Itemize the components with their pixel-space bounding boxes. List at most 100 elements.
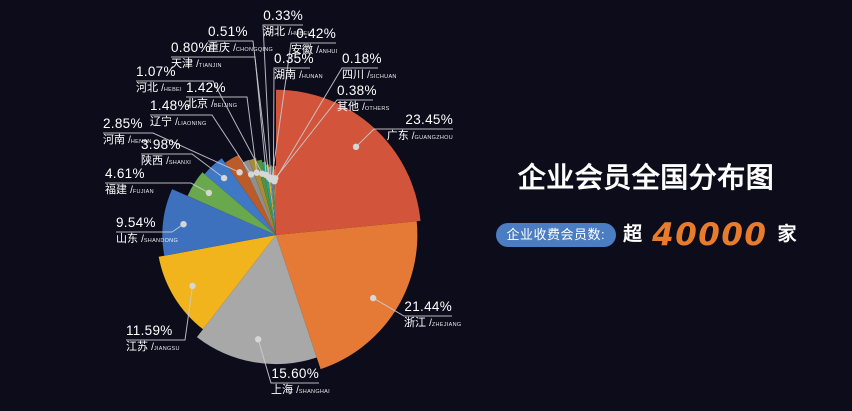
slice-label-hunan: 0.35% 湖南 /HUNAN xyxy=(274,51,323,83)
slice-name: 四川 /SICHUAN xyxy=(342,69,397,82)
slice-label-chongqing: 0.51% 重庆 /CHONGQING xyxy=(208,24,274,56)
slice-percent: 3.98% xyxy=(141,137,181,152)
slice-name: 河北 /HEBEI xyxy=(136,82,182,95)
slice-percent: 1.48% xyxy=(150,98,190,113)
label-line xyxy=(136,80,263,174)
pie-slice-hebei[interactable] xyxy=(256,159,276,235)
slice-label-hebei: 1.07% 河北 /HEBEI xyxy=(136,64,213,96)
slice-label-zhejiang: 21.44% 浙江 /ZHEJIANG xyxy=(404,299,462,331)
slice-percent: 0.18% xyxy=(342,51,382,66)
slice-label-liaoning: 1.48% 辽宁 /LIAONING xyxy=(150,98,212,130)
slice-percent: 0.51% xyxy=(208,24,248,39)
slice-label-sichuan: 0.18% 四川 /SICHUAN xyxy=(342,51,397,83)
label-line xyxy=(208,40,270,178)
label-dot xyxy=(236,169,243,176)
slice-percent: 9.54% xyxy=(116,215,156,230)
slice-label-jiangsu: 11.59% 江苏 /JIANGSU xyxy=(126,323,185,355)
pie-slice-jiangsu[interactable] xyxy=(158,235,276,330)
slice-percent: 0.38% xyxy=(337,83,377,98)
pie-slice-tianjin[interactable] xyxy=(262,161,276,235)
label-line xyxy=(272,67,310,179)
label-line xyxy=(141,153,225,179)
label-line xyxy=(273,67,378,182)
slice-name: 北京 /BEIJING xyxy=(186,98,238,111)
label-dots xyxy=(180,143,377,343)
slice-name: 上海 /SHANGHAI xyxy=(271,384,330,397)
paid-members-count: 40000 xyxy=(652,217,768,253)
slice-percent: 0.35% xyxy=(274,51,314,66)
pie-slice-chongqing[interactable] xyxy=(266,164,276,236)
slice-name: 河南 /HENAN xyxy=(103,134,152,147)
label-dot xyxy=(247,171,255,178)
page-title: 企业会员全国分布图 xyxy=(517,162,775,193)
paid-members-badge: 企业收费会员数: xyxy=(495,223,617,247)
slice-percent: 23.45% xyxy=(405,112,453,127)
label-dot xyxy=(205,189,213,197)
slice-name: 浙江 /ZHEJIANG xyxy=(404,317,462,330)
slice-name: 广东 /GUANGZHOU xyxy=(386,130,453,143)
label-line xyxy=(116,223,184,233)
paid-members-row: 企业收费会员数: 超 40000 家 xyxy=(495,217,797,253)
slice-label-beijing: 1.42% 北京 /BEIJING xyxy=(186,80,247,112)
label-line xyxy=(186,96,258,173)
label-line xyxy=(274,99,373,179)
slice-percent: 21.44% xyxy=(404,299,452,314)
pie-slices xyxy=(158,89,421,370)
pie-slice-beijing[interactable] xyxy=(249,158,276,235)
slice-label-shanghai: 15.60% 上海 /SHANGHAI xyxy=(271,366,330,398)
slice-percent: 1.42% xyxy=(186,80,226,95)
slice-label-shandong: 9.54% 山东 /SHANDONG xyxy=(116,215,179,247)
label-dot xyxy=(253,169,260,176)
pie-slice-fujian[interactable] xyxy=(187,172,276,235)
slice-percent: 2.85% xyxy=(103,116,143,131)
label-lines xyxy=(103,24,453,384)
pie-slice-guangzhou[interactable] xyxy=(276,89,421,235)
pie-slice-hubei[interactable] xyxy=(268,166,276,235)
slice-label-guangzhou: 23.45% 广东 /GUANGZHOU xyxy=(374,112,453,144)
slice-name: 辽宁 /LIAONING xyxy=(150,116,207,129)
label-dot xyxy=(272,175,279,182)
slice-name: 山东 /SHANDONG xyxy=(116,233,179,246)
slice-percent: 11.59% xyxy=(126,323,173,338)
slice-name: 其他 /OTHERS xyxy=(337,101,390,114)
count-suffix: 家 xyxy=(777,224,797,245)
pie-slice-shandong[interactable] xyxy=(162,189,276,256)
label-dot xyxy=(370,294,377,302)
label-dot xyxy=(352,143,360,150)
pie-slice-henan[interactable] xyxy=(225,154,276,235)
label-line xyxy=(126,285,193,341)
label-line xyxy=(271,42,336,179)
label-dot xyxy=(180,221,187,228)
label-line xyxy=(355,128,453,148)
slice-name: 陕西 /SHANXI xyxy=(141,155,192,168)
label-line xyxy=(257,339,319,384)
pie-slice-liaoning[interactable] xyxy=(242,159,276,235)
pie-slice-zhejiang[interactable] xyxy=(276,221,418,370)
slice-label-anhui: 0.42% 安徽 /ANHUI xyxy=(291,26,337,58)
pie-slice-shanghai[interactable] xyxy=(196,235,317,365)
label-line xyxy=(262,24,303,180)
slice-label-others: 0.38% 其他 /OTHERS xyxy=(337,83,390,115)
slice-label-fujian: 4.61% 福建 /FUJIAN xyxy=(105,166,191,198)
slice-name: 江苏 /JIANGSU xyxy=(126,341,180,354)
label-line xyxy=(150,114,252,175)
label-line xyxy=(103,132,240,173)
slice-name: 天津 /TIANJIN xyxy=(171,58,222,71)
label-dot xyxy=(255,336,262,343)
pie-slice-sichuan[interactable] xyxy=(273,169,276,235)
summary-panel: 企业会员全国分布图 企业收费会员数: 超 40000 家 xyxy=(495,156,797,253)
slice-percent: 1.07% xyxy=(136,64,176,79)
slice-name: 湖南 /HUNAN xyxy=(274,69,323,82)
slice-percent: 15.60% xyxy=(271,366,319,381)
slice-percent: 0.42% xyxy=(296,26,336,41)
slice-percent: 0.80% xyxy=(171,40,211,55)
slice-name: 湖北 /HUBEI xyxy=(263,26,310,39)
slice-percent: 0.33% xyxy=(263,8,303,23)
label-dot xyxy=(189,282,196,290)
slice-name: 重庆 /CHONGQING xyxy=(208,42,274,55)
label-line xyxy=(372,297,452,317)
label-dot xyxy=(220,174,228,182)
slice-percent: 4.61% xyxy=(105,166,145,181)
